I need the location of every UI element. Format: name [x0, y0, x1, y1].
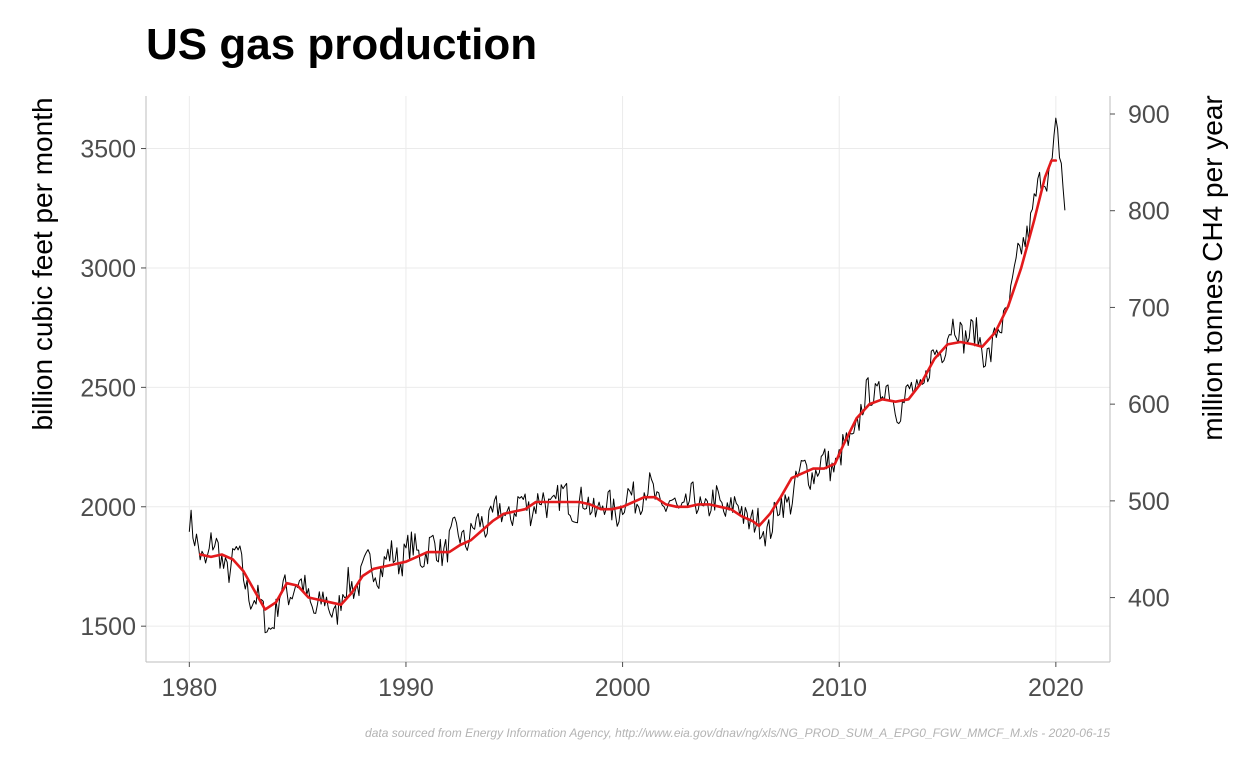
series-trend-line: [198, 159, 1058, 611]
data-source-caption: data sourced from Energy Information Age…: [365, 726, 1110, 740]
y2-tick-label: 800: [1128, 198, 1170, 226]
series-layer: [188, 117, 1066, 634]
y-tick-label: 2500: [80, 374, 136, 402]
ticks: 1980 1990 2000 2010 2020 1500 2000 2500 3000 3500…: [80, 101, 1169, 702]
y2-tick-label: 400: [1128, 585, 1170, 613]
chart-title: US gas production: [146, 20, 538, 69]
y-tick-label: 1500: [80, 613, 136, 641]
x-tick-label: 1980: [162, 674, 218, 702]
x-tick-label: 2010: [811, 674, 867, 702]
grid: [146, 96, 1110, 662]
y-axis-title: billion cubic feet per month: [27, 97, 58, 430]
y-tick-label: 2000: [80, 494, 136, 522]
y-tick-label: 3000: [80, 255, 136, 283]
axes: [145, 96, 1111, 663]
y2-tick-label: 500: [1128, 488, 1170, 516]
x-tick-label: 1990: [378, 674, 434, 702]
x-tick-label: 2000: [595, 674, 651, 702]
y2-tick-label: 700: [1128, 294, 1170, 322]
y2-tick-label: 900: [1128, 101, 1170, 129]
x-tick-label: 2020: [1028, 674, 1084, 702]
y2-axis-title: million tonnes CH4 per year: [1197, 95, 1228, 441]
series-monthly-line: [188, 117, 1066, 634]
y2-tick-label: 600: [1128, 391, 1170, 419]
y-tick-label: 3500: [80, 136, 136, 164]
